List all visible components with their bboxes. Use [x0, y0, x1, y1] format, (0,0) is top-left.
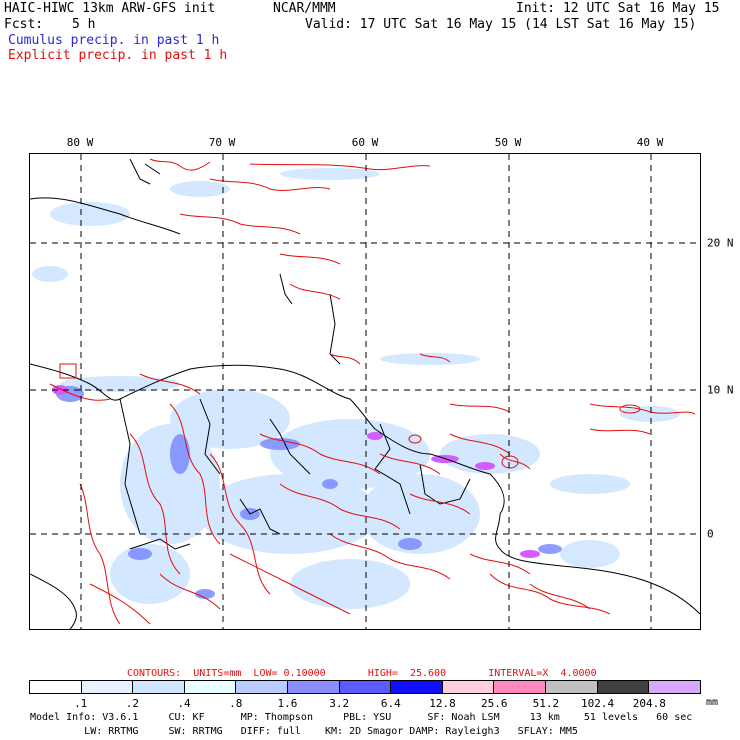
legend-swatch: [442, 681, 495, 693]
map-canvas: [30, 154, 700, 629]
legend-swatch: [649, 681, 700, 693]
explicit-precip-contours: [49, 158, 696, 625]
legend-swatch: [288, 681, 340, 693]
valid-time: Valid: 17 UTC Sat 16 May 15 (14 LST Sat …: [305, 17, 697, 32]
legend-label: 6.4: [380, 697, 401, 710]
legend-swatch: [133, 681, 185, 693]
legend-swatch: [81, 681, 134, 693]
legend-label: .8: [229, 697, 243, 710]
init-time: Init: 12 UTC Sat 16 May 15: [516, 1, 720, 16]
legend-label: 51.2: [532, 697, 560, 710]
org-label: NCAR/MMM: [273, 1, 336, 16]
legend-swatch: [30, 681, 82, 693]
legend-unit: mm: [706, 697, 719, 708]
forecast-hour: 5 h: [72, 17, 96, 32]
color-legend: [29, 680, 701, 694]
legend-label: .1: [74, 697, 88, 710]
legend-swatch: [236, 681, 289, 693]
model-info-line1: Model Info: V3.6.1 CU: KF MP: Thompson P…: [30, 712, 693, 723]
legend-swatch: [184, 681, 237, 693]
legend-label: 12.8: [429, 697, 456, 710]
lon-label: 60 W: [351, 136, 379, 149]
lon-label: 80 W: [66, 136, 94, 149]
legend-swatch: [494, 681, 547, 693]
legend-label: 3.2: [329, 697, 350, 710]
cumulus-precip-areas: [32, 168, 680, 609]
legend-label: .4: [177, 697, 191, 710]
contours-info: CONTOURS: UNITS=mm LOW= 0.10000 HIGH= 25…: [127, 668, 597, 679]
lat-label: 20 N: [707, 236, 734, 250]
lat-label: 0: [707, 527, 714, 541]
legend-label: .2: [125, 697, 139, 710]
legend-swatch: [597, 681, 650, 693]
legend-label: 1.6: [277, 697, 298, 710]
lon-label: 50 W: [494, 136, 522, 149]
legend-label: 102.4: [581, 697, 615, 710]
forecast-label: Fcst:: [4, 17, 44, 32]
cumulus-precip-strong: [56, 386, 562, 599]
lat-label: 10 N: [707, 383, 734, 397]
coastlines: [30, 158, 700, 629]
lon-label: 40 W: [636, 136, 664, 149]
legend-swatch: [339, 681, 392, 693]
legend-swatch: [546, 681, 598, 693]
model-title: HAIC-HIWC 13km ARW-GFS init: [4, 1, 216, 16]
model-info-line2: LW: RRTMG SW: RRTMG DIFF: full KM: 2D Sm…: [30, 726, 578, 737]
lat-lon-grid: [30, 154, 700, 629]
field-cumulus-title: Cumulus precip. in past 1 h: [8, 33, 220, 48]
field-explicit-title: Explicit precip. in past 1 h: [8, 48, 228, 63]
legend-label: 25.6: [480, 697, 508, 710]
legend-swatch: [391, 681, 443, 693]
precip-map: [29, 153, 701, 630]
legend-label: 204.8: [632, 697, 666, 710]
lon-label: 70 W: [208, 136, 236, 149]
